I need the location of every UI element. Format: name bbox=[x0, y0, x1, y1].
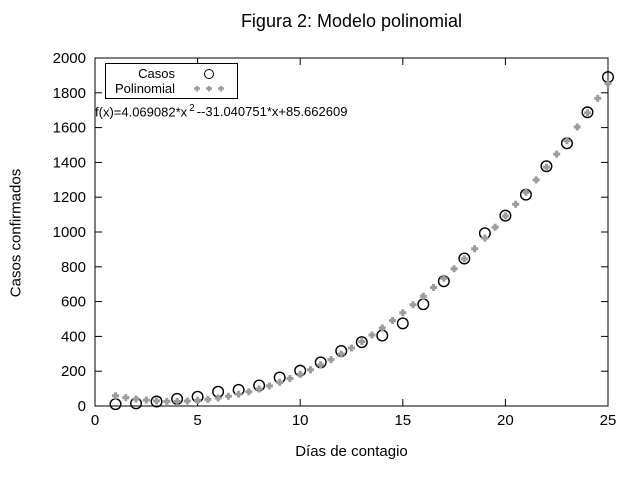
y-tick-label: 1000 bbox=[53, 224, 86, 241]
polinomial-point bbox=[553, 150, 561, 158]
polinomial-point bbox=[142, 396, 150, 404]
y-tick-label: 2000 bbox=[53, 50, 86, 67]
polinomial-point bbox=[368, 331, 376, 339]
x-tick-label: 10 bbox=[292, 412, 309, 429]
polinomial-point bbox=[378, 324, 386, 332]
polinomial-point bbox=[450, 265, 458, 273]
legend-label-casos: Casos bbox=[138, 66, 175, 81]
polinomial-point bbox=[214, 394, 222, 402]
casos-point bbox=[581, 106, 594, 119]
polinomial-point bbox=[348, 344, 355, 352]
polinomial-point bbox=[563, 137, 571, 145]
y-tick-label: 1800 bbox=[53, 85, 86, 102]
polinomial-point bbox=[112, 392, 120, 400]
x-tick-label: 15 bbox=[394, 412, 411, 429]
polinomial-point bbox=[255, 385, 263, 393]
y-tick-label: 400 bbox=[61, 328, 86, 345]
polinomial-point bbox=[173, 397, 181, 405]
gray-dot-icon bbox=[194, 85, 200, 92]
x-tick-label: 20 bbox=[497, 412, 514, 429]
casos-point bbox=[458, 252, 471, 265]
figure-title: Figura 2: Modelo polinomial bbox=[240, 11, 463, 31]
casos-point bbox=[499, 209, 512, 222]
x-tick-label: 25 bbox=[600, 412, 617, 429]
x-tick-label: 0 bbox=[91, 412, 99, 429]
polinomial-point bbox=[337, 350, 345, 358]
casos-marker bbox=[185, 68, 233, 79]
polinomial-point bbox=[224, 392, 232, 400]
legend: Casos Polinomial bbox=[105, 63, 238, 99]
legend-label-polinomial: Polinomial bbox=[115, 81, 175, 96]
equation-label: f(x)=4.069082*x 2 --31.040751*x+85.662609 bbox=[95, 103, 347, 119]
y-tick-label: 600 bbox=[61, 294, 86, 311]
polinomial-point bbox=[440, 274, 448, 282]
polinomial-point bbox=[491, 223, 499, 231]
casos-point bbox=[396, 317, 409, 330]
polinomial-point bbox=[296, 370, 304, 378]
casos-point bbox=[417, 298, 430, 311]
polinomial-point bbox=[306, 366, 314, 374]
gray-dot-icon bbox=[206, 85, 212, 92]
polinomial-point bbox=[481, 234, 489, 242]
polinomial-point bbox=[573, 123, 581, 131]
equation-exponent: 2 bbox=[189, 103, 195, 114]
polinomial-point bbox=[522, 188, 530, 196]
polinomial-point bbox=[583, 109, 591, 117]
y-tick-label: 800 bbox=[61, 259, 86, 276]
polinomial-point bbox=[471, 245, 479, 253]
polinomial-point bbox=[245, 388, 253, 396]
polinomial-point bbox=[419, 292, 427, 300]
equation-suffix: --31.040751*x+85.662609 bbox=[196, 104, 348, 120]
polinomial-point bbox=[132, 395, 140, 403]
polinomial-point bbox=[594, 94, 602, 102]
y-tick-label: 1200 bbox=[53, 189, 86, 206]
polinomial-point bbox=[153, 397, 161, 405]
polinomial-point bbox=[276, 378, 284, 386]
polinomial-point bbox=[399, 309, 407, 317]
legend-item-polinomial: Polinomial bbox=[108, 81, 233, 96]
polinomial-point bbox=[265, 382, 273, 390]
polinomial-point bbox=[389, 317, 397, 325]
gray-dot-icon bbox=[218, 85, 224, 92]
y-tick-label: 0 bbox=[78, 398, 86, 415]
polinomial-point bbox=[327, 356, 335, 364]
polinomial-point bbox=[358, 338, 366, 346]
polinomial-point bbox=[286, 375, 294, 383]
polinomial-point bbox=[122, 394, 130, 402]
polinomial-point bbox=[317, 361, 325, 369]
x-tick-label: 5 bbox=[193, 412, 201, 429]
polinomial-point bbox=[460, 255, 468, 263]
polinomial-point bbox=[512, 200, 520, 208]
casos-point bbox=[376, 329, 389, 342]
casos-point bbox=[355, 336, 368, 349]
polinomial-point bbox=[532, 176, 540, 184]
equation-prefix: f(x)=4.069082*x bbox=[95, 104, 188, 120]
y-tick-label: 200 bbox=[61, 363, 86, 380]
polinomial-point bbox=[204, 395, 212, 403]
polinomial-point bbox=[501, 212, 509, 220]
polinomial-point bbox=[430, 283, 438, 291]
polinomial-point bbox=[604, 80, 612, 88]
open-circle-icon bbox=[204, 68, 214, 79]
polinomial-point bbox=[194, 396, 202, 404]
polinomial-point bbox=[163, 397, 171, 405]
casos-point bbox=[540, 160, 553, 173]
y-tick-label: 1600 bbox=[53, 120, 86, 137]
legend-item-casos: Casos bbox=[108, 66, 233, 81]
casos-point bbox=[109, 398, 122, 411]
y-tick-label: 1400 bbox=[53, 154, 86, 171]
polinomial-point bbox=[542, 163, 550, 171]
x-axis-label: Días de contagio bbox=[295, 443, 408, 460]
casos-point bbox=[150, 395, 163, 408]
polinomial-point bbox=[235, 390, 243, 398]
polinomial-marker bbox=[185, 85, 233, 92]
polinomial-point bbox=[183, 397, 191, 405]
polinomial-point bbox=[409, 301, 417, 309]
